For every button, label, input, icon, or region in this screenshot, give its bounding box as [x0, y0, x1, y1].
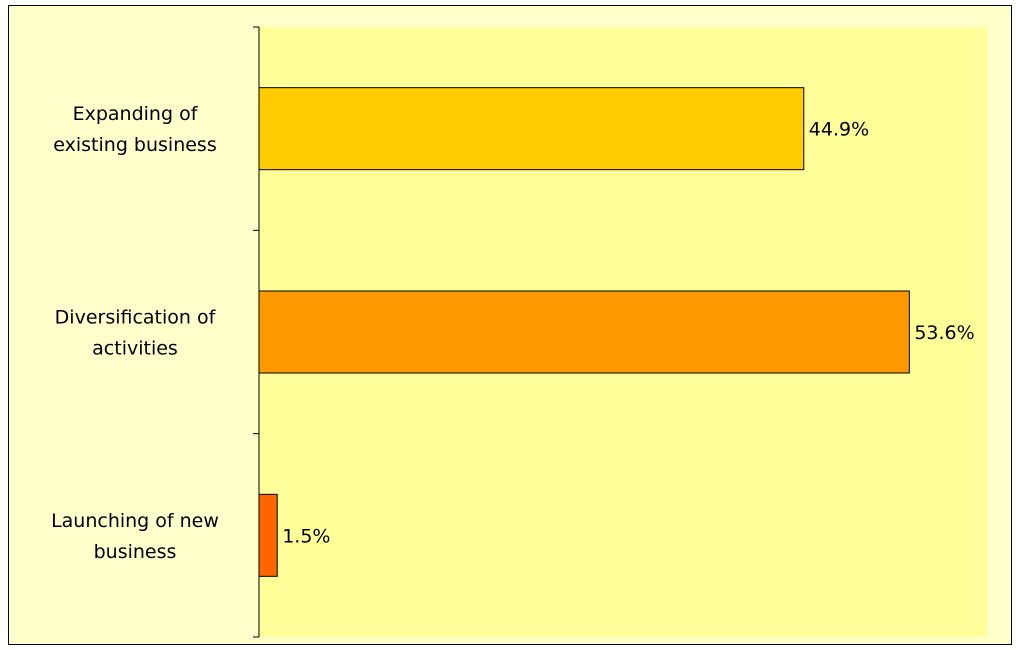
data-label: 44.9%: [809, 119, 869, 141]
category-label: Expanding of: [73, 103, 199, 125]
data-label: 1.5%: [282, 525, 330, 547]
category-label: activities: [92, 338, 178, 360]
bar: [258, 290, 910, 374]
bar: [258, 87, 805, 171]
category-label: Diversification of: [55, 307, 217, 329]
category-label: Launching of new: [51, 510, 219, 532]
bar: [258, 493, 278, 577]
category-label: existing business: [53, 134, 216, 156]
data-label: 53.6%: [914, 322, 974, 344]
category-label: business: [94, 541, 177, 563]
